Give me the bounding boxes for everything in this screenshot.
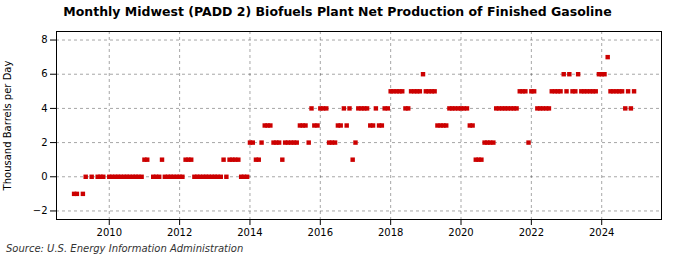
svg-text:2014: 2014 (237, 227, 262, 238)
svg-text:2012: 2012 (167, 227, 192, 238)
svg-text:2020: 2020 (448, 227, 473, 238)
svg-text:0: 0 (41, 171, 47, 182)
svg-text:2016: 2016 (308, 227, 333, 238)
svg-text:−2: −2 (33, 205, 48, 216)
svg-text:4: 4 (41, 103, 47, 114)
svg-text:Thousand Barrels per Day: Thousand Barrels per Day (2, 61, 13, 192)
svg-text:6: 6 (41, 68, 47, 79)
svg-text:2022: 2022 (519, 227, 544, 238)
svg-text:2010: 2010 (97, 227, 122, 238)
svg-text:8: 8 (41, 34, 47, 45)
html-text:Monthly Midwest (PADD 2) Biofu: Monthly Midwest (PADD 2) Biofuels Plant … (63, 4, 612, 19)
html-text:Source: U.S. Energy Informatio: Source: U.S. Energy Information Administ… (6, 243, 244, 254)
svg-text:2018: 2018 (378, 227, 403, 238)
svg-text:2024: 2024 (589, 227, 614, 238)
svg-text:2: 2 (41, 137, 47, 148)
